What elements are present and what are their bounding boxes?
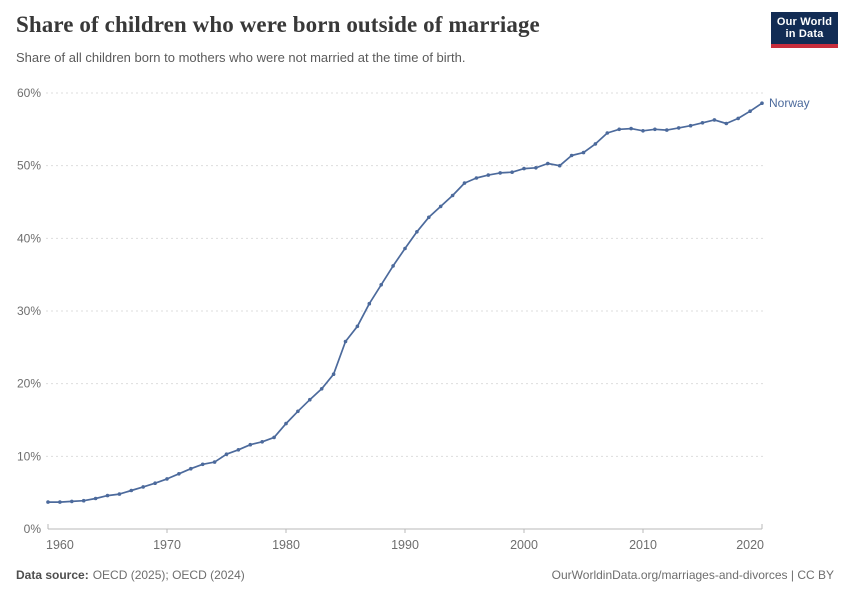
- line-chart: 0% 10% 20% 30% 40% 50% 60% 1960 1970 1980 1990 2000…: [17, 86, 810, 552]
- data-point: [58, 500, 62, 504]
- data-point: [724, 121, 729, 126]
- data-point: [688, 123, 693, 128]
- data-point: [189, 466, 193, 471]
- data-point: [212, 460, 217, 464]
- data-point: [641, 129, 645, 133]
- data-point: [474, 176, 479, 180]
- y-tick-label: 20%: [17, 377, 41, 391]
- x-tick-label: 1970: [153, 538, 181, 552]
- series-label: Norway: [769, 96, 810, 110]
- owid-logo-line1: Our World: [776, 16, 833, 28]
- data-line: [47, 102, 763, 503]
- data-point: [177, 472, 181, 476]
- data-point: [450, 193, 455, 198]
- data-point: [93, 496, 98, 501]
- page-title: Share of children who were born outside …: [16, 12, 540, 37]
- data-point: [379, 283, 384, 287]
- data-point: [46, 500, 50, 504]
- x-tick-label: 2000: [510, 538, 538, 552]
- data-point: [224, 452, 229, 457]
- data-point: [248, 442, 253, 447]
- owid-logo[interactable]: Our World in Data: [771, 12, 838, 48]
- data-point: [403, 246, 407, 251]
- data-point: [165, 477, 169, 481]
- x-tick-label: 1990: [391, 538, 419, 552]
- data-point: [391, 264, 395, 268]
- data-point: [462, 181, 467, 185]
- data-point: [236, 448, 241, 452]
- x-tick-label: 1960: [46, 538, 74, 552]
- data-point: [319, 387, 324, 391]
- data-point: [557, 163, 562, 168]
- data-point: [736, 116, 740, 121]
- x-tick-label: 1980: [272, 538, 300, 552]
- x-tick-label: 2020: [736, 538, 764, 552]
- data-point: [629, 126, 633, 131]
- data-point: [308, 397, 312, 402]
- data-source: Data source: OECD (2025); OECD (2024): [16, 568, 245, 582]
- x-tick-label: 2010: [629, 538, 657, 552]
- data-point: [81, 498, 86, 503]
- owid-logo-line2: in Data: [785, 28, 824, 40]
- data-point: [331, 372, 336, 377]
- y-tick-label: 60%: [17, 86, 41, 100]
- data-point: [546, 161, 550, 166]
- y-tick-label: 10%: [17, 449, 41, 463]
- data-point: [534, 166, 538, 170]
- chart-subtitle: Share of all children born to mothers wh…: [16, 50, 466, 65]
- data-point: [355, 324, 360, 329]
- data-point: [676, 126, 681, 130]
- data-point: [129, 488, 134, 493]
- data-point: [665, 128, 669, 132]
- y-tick-label: 30%: [17, 304, 41, 318]
- data-source-label: Data source:: [16, 568, 89, 582]
- data-source-value: OECD (2025); OECD (2024): [92, 568, 245, 582]
- data-point: [748, 109, 752, 113]
- data-point: [105, 493, 110, 498]
- y-tick-label: 40%: [17, 231, 41, 245]
- data-point: [510, 170, 514, 174]
- data-point: [367, 301, 372, 306]
- data-point: [700, 121, 705, 125]
- data-point: [593, 142, 598, 146]
- data-point: [200, 462, 205, 467]
- data-point: [70, 499, 74, 504]
- data-point: [343, 339, 348, 344]
- y-tick-label: 50%: [17, 159, 41, 173]
- data-point: [653, 127, 657, 132]
- data-point: [296, 409, 300, 414]
- data-point: [760, 101, 764, 105]
- data-point: [498, 171, 503, 175]
- data-point: [605, 131, 610, 135]
- chart-footer: Data source: OECD (2025); OECD (2024) Our…: [16, 568, 834, 582]
- data-point: [415, 230, 419, 234]
- data-point: [522, 166, 526, 171]
- data-point: [284, 421, 288, 426]
- data-point: [153, 481, 157, 486]
- data-point: [581, 150, 586, 155]
- data-point: [438, 204, 443, 209]
- data-point: [260, 440, 265, 444]
- data-point: [141, 485, 145, 489]
- data-point: [427, 215, 431, 220]
- data-point: [617, 127, 621, 132]
- data-point: [117, 492, 122, 496]
- data-point: [569, 153, 574, 158]
- data-point: [486, 173, 491, 177]
- y-tick-label: 0%: [24, 522, 42, 536]
- data-point: [712, 118, 717, 122]
- credit-link[interactable]: OurWorldinData.org/marriages-and-divorce…: [551, 568, 834, 582]
- data-point: [272, 435, 276, 440]
